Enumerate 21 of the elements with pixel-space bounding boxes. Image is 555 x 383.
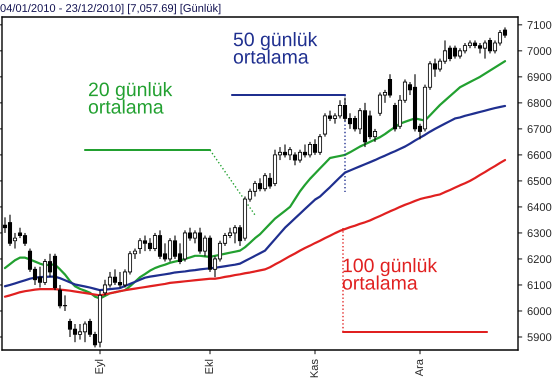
chart-title: 04/01/2010 - 23/12/2010] [7,057.69] [Günlük]	[0, 4, 220, 14]
x-tick-label: Ekl	[204, 360, 213, 374]
y-tick-label: 6900	[528, 73, 552, 81]
annotation: 100 günlük ortalama	[342, 258, 438, 290]
y-tick-label: 6300	[528, 229, 552, 238]
annotation: 20 günlük ortalama	[88, 82, 172, 114]
x-tick-label: Ara	[415, 359, 423, 376]
y-tick-label: 6600	[528, 151, 552, 160]
y-tick-label: 7100	[528, 21, 552, 29]
y-tick-label: 7000	[528, 47, 552, 55]
y-tick-label: 6000	[528, 307, 552, 316]
x-tick-label: Eyl	[94, 360, 106, 374]
y-tick-label: 5900	[527, 333, 552, 342]
y-tick-label: 6800	[528, 99, 552, 107]
y-tick-label: 6200	[528, 255, 552, 264]
x-tick-label: Kas	[310, 359, 318, 378]
annotation: 50 günlük ortalama	[234, 32, 318, 64]
y-tick-label: 6100	[528, 281, 552, 290]
y-tick-label: 6500	[528, 177, 552, 186]
y-tick-label: 6400	[528, 203, 552, 212]
y-tick-label: 6700	[528, 125, 552, 134]
